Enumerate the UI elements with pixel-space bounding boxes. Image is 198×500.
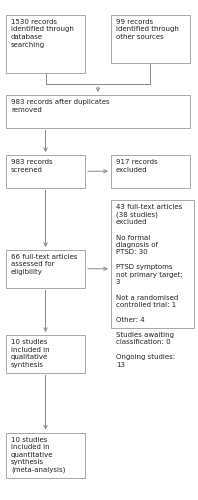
Bar: [111, 155, 190, 188]
Text: 99 records
identified through
other sources: 99 records identified through other sour…: [116, 19, 179, 40]
Text: 10 studies
included in
quantitative
synthesis
(meta-analysis): 10 studies included in quantitative synt…: [11, 436, 65, 473]
Text: 983 records after duplicates
removed: 983 records after duplicates removed: [11, 99, 109, 112]
Bar: [111, 15, 190, 62]
Text: 917 records
excluded: 917 records excluded: [116, 159, 157, 172]
Text: 66 full-text articles
assessed for
eligibility: 66 full-text articles assessed for eligi…: [11, 254, 77, 275]
Text: 983 records
screened: 983 records screened: [11, 159, 52, 172]
Bar: [6, 335, 85, 372]
Bar: [6, 432, 85, 478]
Bar: [6, 250, 85, 288]
Text: 1530 records
identified through
database
searching: 1530 records identified through database…: [11, 19, 74, 48]
Bar: [6, 15, 85, 72]
Text: 10 studies
included in
qualitative
synthesis: 10 studies included in qualitative synth…: [11, 339, 50, 368]
Bar: [6, 155, 85, 188]
Text: 43 full-text articles
(38 studies)
excluded

No formal
diagnosis of
PTSD: 30

PT: 43 full-text articles (38 studies) exclu…: [116, 204, 183, 368]
Bar: [111, 200, 194, 328]
Bar: [6, 95, 190, 128]
